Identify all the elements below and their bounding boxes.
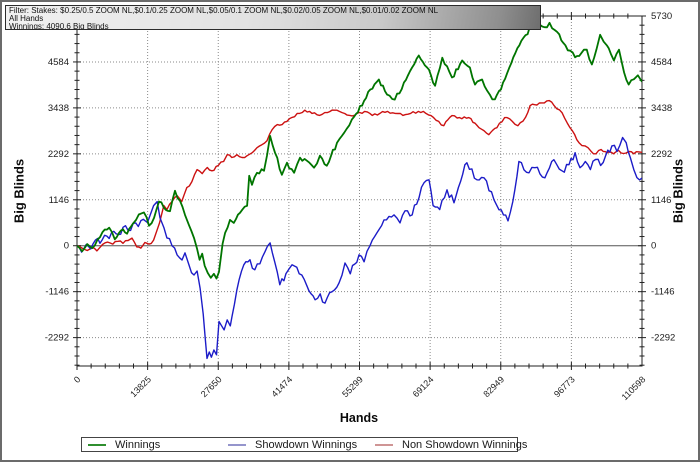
showdown-winnings-line-swatch (228, 443, 246, 446)
legend-item-non-showdown-winnings: Non Showdown Winnings (375, 438, 527, 451)
legend-item-showdown-winnings: Showdown Winnings (228, 438, 357, 451)
svg-text:110598: 110598 (620, 374, 648, 402)
svg-text:-1146: -1146 (45, 287, 69, 298)
legend-label-showdown-winnings: Showdown Winnings (255, 438, 358, 451)
svg-text:3438: 3438 (651, 103, 672, 114)
svg-text:82949: 82949 (481, 374, 506, 399)
winnings-line-swatch (88, 443, 106, 446)
svg-text:69124: 69124 (411, 374, 436, 399)
svg-text:1146: 1146 (651, 195, 671, 206)
filter-info-box: Filter: Stakes: $0.25/0.5 ZOOM NL,$0.1/0… (5, 5, 541, 30)
y-axis-title-left: Big Blinds (11, 158, 27, 224)
svg-text:27650: 27650 (199, 374, 224, 399)
svg-text:96773: 96773 (552, 374, 577, 399)
svg-text:0: 0 (651, 241, 656, 252)
legend-item-winnings: Winnings (88, 438, 160, 451)
legend: Winnings Showdown Winnings Non Showdown … (81, 437, 527, 452)
filter-hands-text: All Hands (9, 14, 44, 23)
svg-text:-2292: -2292 (651, 333, 675, 344)
svg-text:-1146: -1146 (651, 287, 675, 298)
winnings-summary-text: Winnings: 4090.6 Big Blinds (9, 22, 109, 30)
svg-text:41474: 41474 (270, 374, 295, 399)
filter-stakes-text: Filter: Stakes: $0.25/0.5 ZOOM NL,$0.1/0… (9, 6, 439, 15)
svg-text:2292: 2292 (651, 149, 672, 160)
svg-text:55299: 55299 (340, 374, 365, 399)
x-axis-title: Hands (339, 411, 379, 425)
svg-text:1146: 1146 (49, 195, 69, 206)
svg-text:4584: 4584 (651, 57, 672, 68)
svg-text:4584: 4584 (48, 57, 69, 68)
svg-text:3438: 3438 (48, 103, 69, 114)
legend-label-non-showdown-winnings: Non Showdown Winnings (402, 438, 528, 451)
non-showdown-winnings-line-swatch (375, 443, 393, 446)
svg-text:13825: 13825 (128, 374, 153, 399)
legend-label-winnings: Winnings (115, 438, 161, 451)
svg-text:0: 0 (64, 241, 69, 252)
svg-text:2292: 2292 (48, 149, 69, 160)
svg-text:-2292: -2292 (45, 333, 69, 344)
svg-text:0: 0 (72, 374, 83, 385)
y-axis-title-right: Big Blinds (670, 158, 686, 224)
svg-text:5730: 5730 (651, 11, 672, 22)
